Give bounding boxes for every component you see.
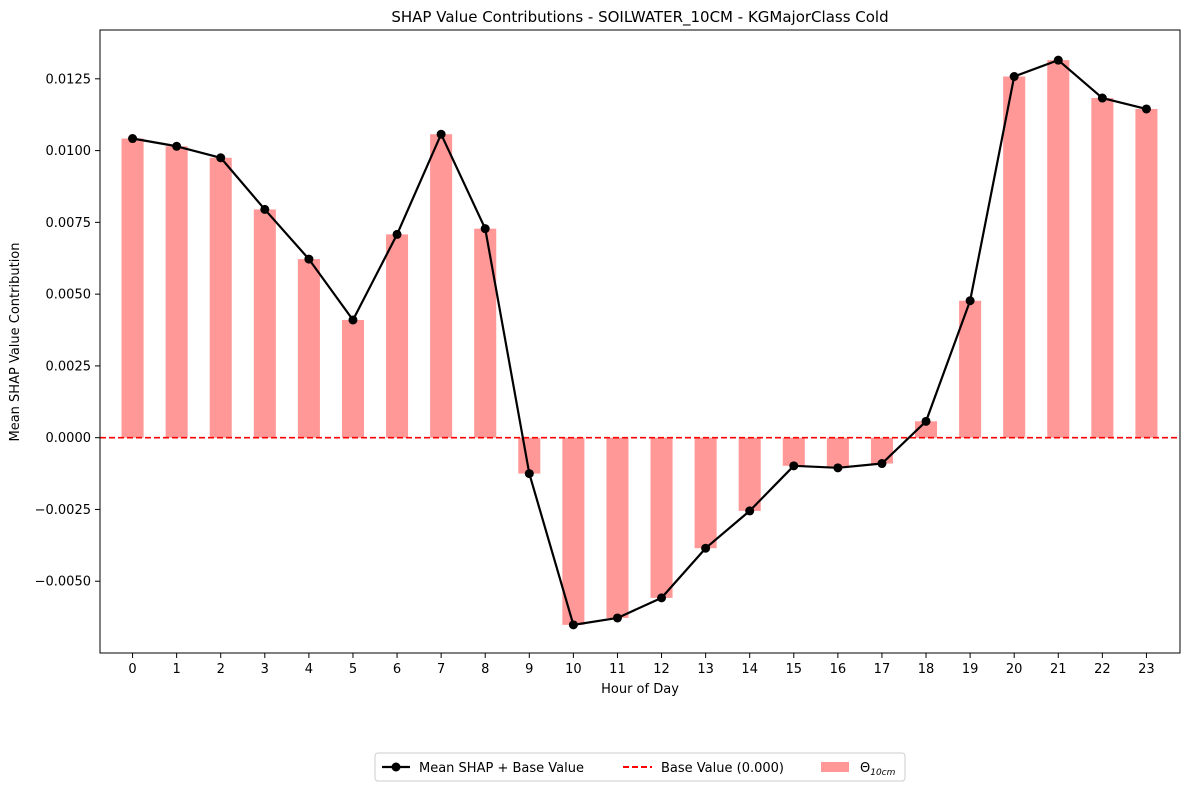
legend-bar-label-main: Θ	[860, 761, 870, 776]
x-tick-label: 22	[1094, 662, 1111, 677]
x-tick-label: 18	[918, 662, 935, 677]
bar-hour-22	[1091, 98, 1114, 438]
bar-hour-6	[386, 234, 409, 438]
mean-shap-point-hour-8	[480, 224, 490, 234]
y-tick-label: 0.0100	[46, 144, 92, 159]
x-tick-label: 21	[1050, 662, 1067, 677]
x-tick-label: 1	[173, 662, 181, 677]
bar-hour-14	[738, 437, 761, 511]
bars-layer	[121, 60, 1158, 625]
y-tick-label: 0.0125	[46, 72, 92, 87]
x-tick-label: 7	[437, 662, 445, 677]
mean-shap-point-hour-22	[1097, 93, 1107, 103]
y-tick-label: 0.0025	[46, 359, 92, 374]
x-tick-label: 2	[217, 662, 225, 677]
mean-shap-point-hour-21	[1053, 55, 1063, 65]
y-tick-label: −0.0025	[35, 503, 91, 518]
mean-shap-point-hour-15	[789, 461, 799, 471]
bar-hour-4	[297, 259, 320, 438]
x-tick-label: 13	[697, 662, 714, 677]
legend-bar-label: Θ10cm	[860, 761, 896, 778]
bar-hour-20	[1003, 76, 1026, 438]
mean-shap-point-hour-10	[568, 620, 578, 630]
bar-hour-2	[209, 157, 232, 438]
x-tick-label: 15	[786, 662, 803, 677]
x-tick-label: 20	[1006, 662, 1023, 677]
mean-shap-line	[132, 59, 1147, 626]
bar-hour-16	[826, 437, 849, 468]
x-tick-label: 3	[261, 662, 269, 677]
chart-title: SHAP Value Contributions - SOILWATER_10C…	[391, 8, 888, 27]
bar-hour-3	[253, 209, 276, 438]
x-tick-label: 4	[305, 662, 313, 677]
x-tick-label: 8	[481, 662, 489, 677]
legend-line-marker	[391, 762, 401, 772]
legend-base-label: Base Value (0.000)	[661, 761, 784, 776]
bar-hour-1	[165, 146, 188, 438]
plot-frame	[99, 29, 1181, 654]
bar-hour-21	[1047, 60, 1070, 438]
x-tick-label: 10	[565, 662, 582, 677]
mean-shap-point-hour-16	[833, 463, 843, 473]
legend: Mean SHAP + Base Value Base Value (0.000…	[374, 752, 906, 782]
legend-entry-base: Base Value (0.000)	[623, 761, 784, 776]
x-tick-label: 6	[393, 662, 401, 677]
legend-bar-swatch	[821, 762, 849, 772]
y-axis: 0.0125 0.0100 0.0075 0.0050 0.0025 0.0000 −0.0…	[35, 72, 100, 590]
mean-shap-point-hour-6	[392, 229, 402, 239]
bar-hour-23	[1135, 108, 1158, 438]
mean-shap-point-hour-4	[304, 254, 314, 264]
legend-bar-label-sub: 10cm	[870, 768, 895, 778]
y-tick-label: 0.0050	[46, 288, 92, 303]
x-tick-label: 14	[741, 662, 758, 677]
bar-hour-11	[606, 437, 629, 618]
x-axis-title: Hour of Day	[601, 682, 679, 697]
mean-shap-point-hour-14	[745, 506, 755, 516]
mean-shap-point-hour-12	[657, 593, 667, 603]
mean-shap-point-hour-2	[216, 153, 226, 163]
bar-hour-12	[650, 437, 673, 598]
mean-shap-point-hour-17	[877, 459, 887, 469]
x-tick-label: 11	[609, 662, 626, 677]
legend-entry-bar: Θ10cm	[821, 761, 896, 778]
mean-shap-point-hour-5	[348, 315, 358, 325]
bar-hour-0	[121, 138, 144, 438]
x-tick-label: 19	[962, 662, 979, 677]
legend-entry-line: Mean SHAP + Base Value	[382, 761, 584, 776]
bar-hour-8	[474, 228, 497, 438]
mean-shap-point-hour-9	[524, 469, 534, 479]
mean-shap-point-hour-3	[260, 204, 270, 214]
mean-shap-point-hour-1	[172, 141, 182, 151]
bar-hour-5	[341, 319, 364, 438]
x-axis: 0 1 2 3 4 5 6 7 8 9 10 11 12 13 14 15 16 17 18 19 20 21 22 23	[128, 653, 1155, 677]
x-tick-label: 12	[653, 662, 670, 677]
mean-shap-point-hour-11	[612, 613, 622, 623]
x-tick-label: 17	[874, 662, 891, 677]
y-axis-title: Mean SHAP Value Contribution	[8, 243, 23, 442]
mean-shap-point-hour-19	[965, 296, 975, 306]
legend-frame	[374, 752, 906, 782]
mean-shap-point-hour-0	[128, 134, 138, 144]
y-tick-label: −0.0050	[35, 575, 91, 590]
bar-hour-10	[562, 437, 585, 625]
x-tick-label: 0	[128, 662, 136, 677]
mean-shap-point-hour-13	[701, 543, 711, 553]
x-tick-label: 9	[525, 662, 533, 677]
x-tick-label: 5	[349, 662, 357, 677]
y-tick-label: 0.0000	[46, 431, 92, 446]
bar-hour-15	[782, 437, 805, 466]
x-tick-label: 23	[1138, 662, 1155, 677]
x-tick-label: 16	[830, 662, 847, 677]
line-layer	[128, 55, 1151, 630]
mean-shap-point-hour-23	[1141, 104, 1151, 114]
bar-hour-7	[430, 134, 453, 438]
mean-shap-point-hour-20	[1009, 72, 1019, 82]
bar-hour-13	[694, 437, 717, 549]
y-tick-label: 0.0075	[46, 216, 92, 231]
legend-line-label: Mean SHAP + Base Value	[419, 761, 584, 776]
mean-shap-point-hour-7	[436, 129, 446, 139]
mean-shap-point-hour-18	[921, 416, 931, 426]
bar-hour-19	[959, 300, 982, 438]
